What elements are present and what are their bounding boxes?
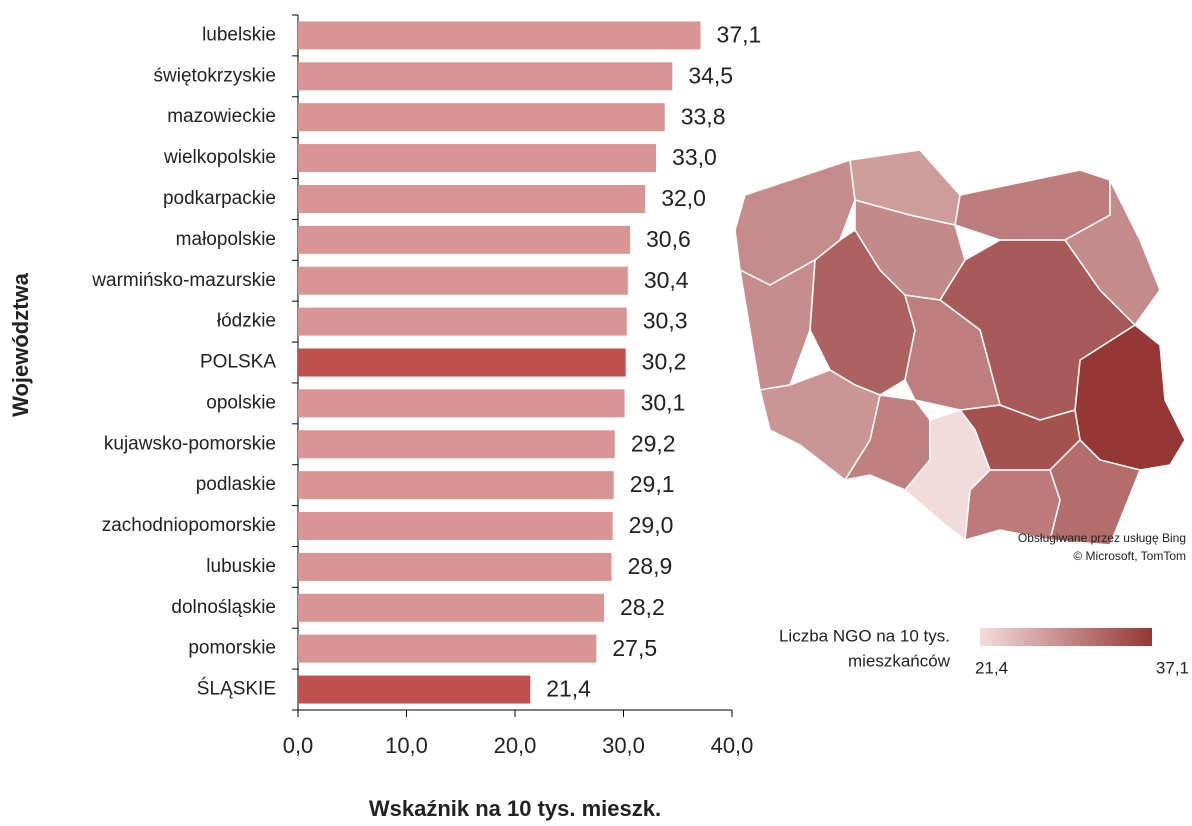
x-axis-title: Wskaźnik na 10 tys. mieszk. (369, 796, 661, 821)
legend-title: Liczba NGO na 10 tys. (779, 626, 950, 645)
value-label: 30,1 (641, 389, 686, 415)
map-region (849, 149, 961, 226)
category-label: lubuskie (206, 556, 276, 577)
x-tick-label: 0,0 (283, 733, 314, 758)
bar (298, 307, 627, 336)
category-label: małopolskie (176, 229, 276, 250)
value-label: 29,2 (631, 430, 676, 456)
category-label: ŚLĄSKIE (197, 678, 276, 700)
map-region (1063, 179, 1161, 327)
legend-min: 21,4 (975, 658, 1008, 677)
value-label: 29,1 (630, 471, 675, 497)
value-label: 27,5 (612, 635, 657, 661)
value-label: 28,9 (628, 553, 673, 579)
value-label: 28,2 (620, 594, 665, 620)
x-tick-label: 10,0 (385, 733, 428, 758)
x-tick-label: 30,0 (602, 733, 645, 758)
category-label: podkarpackie (163, 188, 276, 209)
legend-gradient (980, 628, 1152, 646)
value-label: 34,5 (688, 62, 733, 88)
attribution: Obsługiwane przez usługę Bing (1018, 531, 1186, 545)
bar (298, 225, 631, 254)
category-label: podlaskie (196, 474, 276, 495)
value-label: 30,3 (643, 308, 688, 334)
map-region (739, 258, 816, 391)
value-label: 30,6 (646, 226, 691, 252)
value-label: 29,0 (629, 512, 674, 538)
bar (298, 184, 646, 213)
category-label: opolskie (206, 392, 276, 413)
value-label: 30,2 (642, 349, 687, 375)
map (734, 149, 1186, 546)
bar (298, 389, 625, 418)
y-axis-title: Województwa (8, 272, 33, 417)
bar (298, 103, 665, 132)
bar (298, 430, 615, 459)
value-label: 33,8 (681, 103, 726, 129)
x-tick-label: 20,0 (494, 733, 537, 758)
value-label: 32,0 (661, 185, 706, 211)
category-label: mazowieckie (167, 106, 276, 127)
category-label: warmińsko-mazurskie (91, 270, 276, 291)
category-label: zachodniopomorskie (102, 515, 276, 536)
category-label: wielkopolskie (163, 147, 276, 168)
category-label: kujawsko-pomorskie (104, 433, 276, 454)
bar (298, 634, 597, 663)
value-label: 21,4 (546, 676, 591, 702)
bar (298, 471, 614, 500)
bar (298, 62, 673, 91)
map-region (759, 369, 881, 482)
bar (298, 675, 531, 704)
bar (298, 266, 628, 295)
category-label: POLSKA (200, 352, 276, 373)
category-label: łódzkie (217, 311, 276, 332)
category-label: dolnośląskie (171, 597, 276, 618)
legend-max: 37,1 (1156, 658, 1189, 677)
map-region (903, 409, 991, 542)
bar (298, 348, 626, 377)
attribution: © Microsoft, TomTom (1073, 549, 1186, 563)
bar (298, 512, 613, 541)
value-label: 33,0 (672, 144, 717, 170)
bar (298, 552, 612, 581)
value-label: 37,1 (717, 22, 762, 48)
category-label: pomorskie (188, 638, 276, 659)
bar (298, 593, 604, 622)
bar (298, 21, 701, 50)
bar (298, 144, 657, 173)
category-label: lubelskie (202, 24, 276, 45)
value-label: 30,4 (644, 267, 689, 293)
category-label: świętokrzyskie (154, 65, 276, 86)
x-tick-label: 40,0 (711, 733, 754, 758)
legend-title: mieszkańców (848, 651, 951, 670)
